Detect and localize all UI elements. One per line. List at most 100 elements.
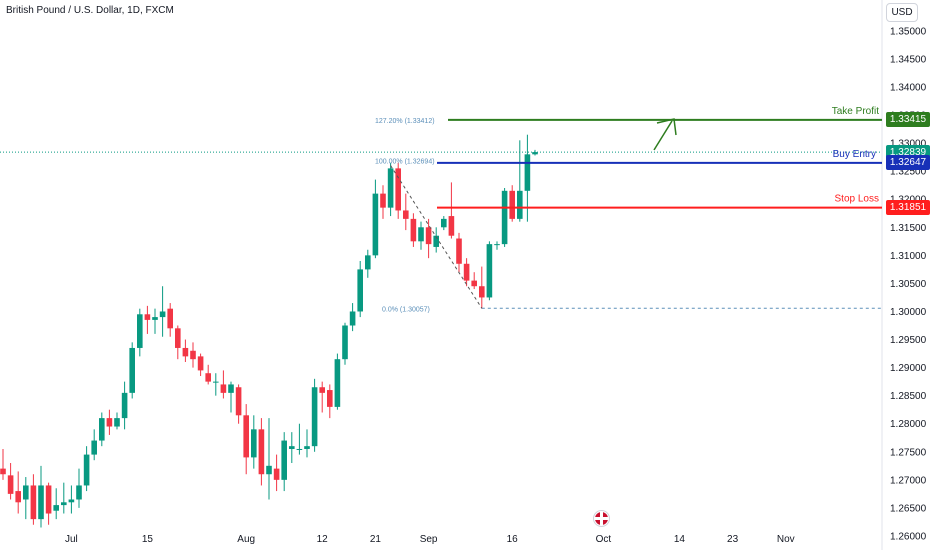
x-tick-label: Oct — [596, 534, 612, 545]
candle[interactable] — [175, 325, 181, 360]
candle[interactable] — [190, 342, 196, 368]
y-tick-label: 1.29500 — [890, 335, 927, 346]
uk-flag-icon — [594, 511, 609, 526]
chart-title: British Pound / U.S. Dollar, 1D, FXCM — [6, 5, 174, 16]
candle[interactable] — [213, 373, 219, 396]
stop-loss-price-badge: 1.31851 — [886, 200, 930, 216]
take-profit-label: Take Profit — [832, 106, 879, 117]
candle[interactable] — [38, 465, 44, 528]
candle[interactable] — [456, 232, 462, 273]
candle[interactable] — [380, 185, 386, 219]
fib-127-label: 127.20% (1.33412) — [375, 118, 435, 125]
candle[interactable] — [61, 482, 67, 514]
candle[interactable] — [418, 221, 424, 250]
fib-100-label: 100.00% (1.32694) — [375, 158, 435, 165]
candle[interactable] — [258, 418, 265, 486]
target-arrow-icon — [653, 120, 673, 151]
candle[interactable] — [129, 342, 135, 399]
candle[interactable] — [53, 488, 59, 520]
y-tick-label: 1.26000 — [890, 531, 927, 542]
candle[interactable] — [372, 179, 379, 259]
stop-loss-label: Stop Loss — [835, 194, 879, 205]
y-tick-label: 1.30000 — [890, 307, 927, 318]
x-tick-label: Jul — [65, 534, 78, 545]
candle[interactable] — [479, 266, 485, 309]
candle[interactable] — [266, 418, 272, 500]
currency-button[interactable]: USD — [886, 3, 918, 22]
candle[interactable] — [15, 471, 21, 514]
candle[interactable] — [463, 258, 470, 287]
candle[interactable] — [524, 134, 531, 222]
candle[interactable] — [0, 448, 6, 480]
candle[interactable] — [494, 241, 500, 250]
y-tick-label: 1.33000 — [890, 139, 927, 150]
y-tick-label: 1.28500 — [890, 391, 927, 402]
candle[interactable] — [205, 364, 211, 385]
candle[interactable] — [23, 477, 29, 520]
candle[interactable] — [76, 468, 82, 508]
candle[interactable] — [471, 272, 477, 290]
x-tick-label: 21 — [370, 534, 382, 545]
candle[interactable] — [365, 249, 371, 278]
candle[interactable] — [433, 227, 439, 253]
candle[interactable] — [273, 454, 280, 492]
candle[interactable] — [182, 339, 189, 362]
x-tick-label: 16 — [507, 534, 519, 545]
candle[interactable] — [395, 162, 401, 219]
candle[interactable] — [448, 182, 455, 239]
candle[interactable] — [251, 415, 257, 469]
candle[interactable] — [45, 482, 52, 525]
candle[interactable] — [106, 409, 113, 435]
candle[interactable] — [7, 463, 14, 500]
candle[interactable] — [91, 429, 97, 461]
candle[interactable] — [114, 412, 120, 430]
candle[interactable] — [486, 241, 493, 301]
x-tick-label: Sep — [420, 534, 438, 545]
candle[interactable] — [30, 474, 37, 525]
candle[interactable] — [410, 213, 417, 247]
candle[interactable] — [425, 218, 432, 259]
fib-trend-line — [390, 165, 483, 309]
candle[interactable] — [68, 485, 75, 514]
candle[interactable] — [509, 185, 515, 222]
candle[interactable] — [83, 446, 90, 492]
buy-entry-price-badge: 1.32647 — [886, 155, 930, 171]
candle[interactable] — [304, 429, 310, 458]
candle[interactable] — [387, 162, 394, 217]
candle[interactable] — [152, 308, 158, 334]
candle[interactable] — [311, 378, 318, 452]
candle[interactable] — [403, 193, 409, 231]
candle[interactable] — [296, 423, 303, 455]
y-tick-label: 1.30500 — [890, 279, 927, 290]
candle[interactable] — [289, 432, 295, 464]
candle[interactable] — [327, 384, 333, 419]
candle[interactable] — [281, 432, 287, 492]
candle[interactable] — [334, 353, 341, 410]
candle[interactable] — [357, 260, 363, 318]
candle[interactable] — [342, 322, 348, 365]
candle[interactable] — [319, 381, 325, 413]
candle[interactable] — [197, 353, 204, 377]
candle[interactable] — [235, 384, 242, 424]
candle[interactable] — [228, 381, 234, 413]
candle[interactable] — [349, 303, 356, 332]
y-tick-label: 1.26500 — [890, 503, 927, 514]
y-tick-label: 1.28000 — [890, 419, 927, 430]
candle[interactable] — [167, 303, 173, 337]
fib-0-label: 0.0% (1.30057) — [382, 306, 430, 313]
candle[interactable] — [243, 404, 249, 475]
candle[interactable] — [99, 412, 105, 447]
candle[interactable] — [532, 149, 538, 156]
take-profit-price-badge: 1.33415 — [886, 112, 930, 128]
candle[interactable] — [220, 370, 227, 399]
x-tick-label: Nov — [777, 534, 795, 545]
y-tick-label: 1.31000 — [890, 251, 927, 262]
candle[interactable] — [501, 188, 508, 247]
candle[interactable] — [159, 286, 166, 337]
candle[interactable] — [441, 216, 447, 231]
y-tick-label: 1.35000 — [890, 26, 927, 37]
candle[interactable] — [137, 308, 143, 357]
candle[interactable] — [144, 305, 151, 334]
candle[interactable] — [121, 381, 128, 430]
